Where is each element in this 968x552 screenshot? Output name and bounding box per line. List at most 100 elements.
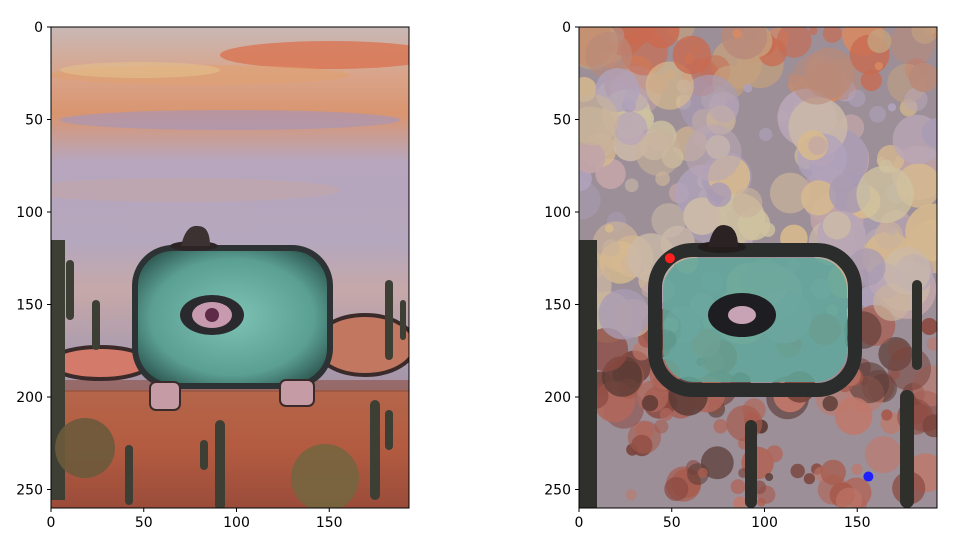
x-tick-label: 0 bbox=[575, 515, 584, 531]
mosaic-circle bbox=[874, 221, 904, 250]
mosaic-circle bbox=[920, 318, 937, 335]
mosaic-circle bbox=[908, 62, 937, 93]
mosaic-circle bbox=[864, 436, 902, 474]
mosaic-circle bbox=[887, 347, 932, 391]
mosaic-circle bbox=[847, 89, 866, 107]
y-tick-label: 150 bbox=[16, 298, 43, 314]
mosaic-circle bbox=[926, 337, 937, 351]
mosaic-circle bbox=[822, 27, 842, 43]
right-ticks: 0 50 100 150 0 50 100 150 200 250 bbox=[544, 20, 870, 531]
left-image-axes: 0 50 100 150 0 50 100 150 200 250 bbox=[16, 20, 410, 531]
x-tick-label: 150 bbox=[844, 515, 871, 531]
mosaic-circle bbox=[700, 446, 734, 480]
mosaic-marker bbox=[664, 253, 675, 264]
mosaic-circle bbox=[636, 131, 681, 176]
mosaic-circle bbox=[645, 61, 694, 110]
left-axes-frame bbox=[50, 26, 410, 509]
mosaic-circle bbox=[790, 463, 805, 479]
mosaic-circle bbox=[579, 94, 619, 146]
mosaic-circle bbox=[684, 124, 742, 182]
mosaic-circle bbox=[730, 479, 746, 495]
y-tick-label: 200 bbox=[16, 390, 43, 406]
mosaic-circle bbox=[721, 27, 768, 60]
mosaic-circle bbox=[732, 187, 763, 218]
y-tick-label: 100 bbox=[16, 205, 43, 221]
mosaic-circle bbox=[664, 477, 689, 501]
mosaic-circle bbox=[803, 47, 854, 99]
mosaic-circle bbox=[905, 203, 937, 262]
mosaic-circle bbox=[874, 62, 883, 70]
mosaic-circle bbox=[643, 27, 680, 49]
y-tick-label: 250 bbox=[544, 483, 571, 499]
y-tick-label: 0 bbox=[34, 20, 43, 36]
mosaic-circle bbox=[883, 246, 931, 295]
y-tick-label: 0 bbox=[562, 20, 571, 36]
mosaic-circle bbox=[911, 27, 937, 44]
y-tick-label: 150 bbox=[544, 298, 571, 314]
mosaic-circle bbox=[860, 69, 882, 91]
mosaic-circle bbox=[765, 445, 783, 463]
mosaic-circle bbox=[602, 239, 620, 257]
right-circle-mosaic bbox=[579, 27, 937, 508]
left-ticks: 0 50 100 150 0 50 100 150 200 250 bbox=[16, 20, 342, 531]
mosaic-circle bbox=[708, 91, 739, 123]
mosaic-circle bbox=[769, 172, 811, 214]
mosaic-circle bbox=[856, 165, 914, 223]
right-image-axes: 0 50 100 150 0 50 100 150 200 250 bbox=[544, 20, 938, 531]
mosaic-circle bbox=[732, 29, 742, 39]
mosaic-circle bbox=[801, 180, 837, 216]
mosaic-circle bbox=[697, 467, 708, 478]
mosaic-circle bbox=[743, 83, 753, 93]
left-painting bbox=[51, 27, 409, 508]
mosaic-circle bbox=[869, 105, 886, 123]
mosaic-circle bbox=[776, 27, 812, 58]
mosaic-circle bbox=[598, 288, 649, 340]
mosaic-circle bbox=[836, 487, 863, 508]
mosaic-marker bbox=[863, 471, 874, 482]
mosaic-circle bbox=[627, 420, 662, 454]
mosaic-circle bbox=[579, 180, 601, 220]
mosaic-circle bbox=[579, 142, 606, 174]
mosaic-circle bbox=[921, 118, 937, 148]
y-tick-label: 50 bbox=[25, 113, 43, 129]
y-tick-label: 250 bbox=[16, 483, 43, 499]
mosaic-circle bbox=[851, 463, 863, 475]
mosaic-circle bbox=[659, 407, 673, 421]
mosaic-circle bbox=[605, 224, 614, 233]
right-axes-frame bbox=[578, 26, 938, 509]
mosaic-circle bbox=[683, 197, 721, 235]
mosaic-circle bbox=[820, 459, 846, 486]
mosaic-circle bbox=[834, 397, 873, 435]
mosaic-circle bbox=[706, 182, 732, 207]
mosaic-circle bbox=[881, 409, 893, 421]
right-markers bbox=[664, 253, 874, 482]
y-tick-label: 200 bbox=[544, 390, 571, 406]
mosaic-circle bbox=[765, 473, 774, 481]
x-tick-label: 100 bbox=[223, 515, 250, 531]
mosaic-circle bbox=[887, 103, 897, 112]
mosaic-circle bbox=[822, 395, 838, 412]
mosaic-circle bbox=[641, 395, 659, 412]
x-tick-label: 100 bbox=[751, 515, 778, 531]
mosaic-circle bbox=[625, 489, 637, 501]
mosaic-circle bbox=[672, 35, 711, 75]
x-tick-label: 50 bbox=[135, 515, 153, 531]
x-tick-label: 50 bbox=[663, 515, 681, 531]
mosaic-circle bbox=[614, 111, 648, 145]
mosaic-circle bbox=[733, 496, 747, 508]
mosaic-circle bbox=[904, 87, 928, 112]
mosaic-circle bbox=[822, 211, 851, 240]
mosaic-circle bbox=[803, 473, 816, 485]
mosaic-circle bbox=[777, 110, 789, 122]
x-tick-label: 0 bbox=[47, 515, 56, 531]
mosaic-circle bbox=[713, 419, 728, 434]
mosaic-circle bbox=[808, 27, 818, 36]
mosaic-circle bbox=[624, 178, 639, 193]
y-tick-label: 100 bbox=[544, 205, 571, 221]
mosaic-circle bbox=[743, 27, 760, 40]
mosaic-circle bbox=[759, 127, 773, 142]
mosaic-circle bbox=[922, 414, 937, 438]
y-tick-label: 50 bbox=[553, 113, 571, 129]
mosaic-circle bbox=[808, 136, 827, 156]
